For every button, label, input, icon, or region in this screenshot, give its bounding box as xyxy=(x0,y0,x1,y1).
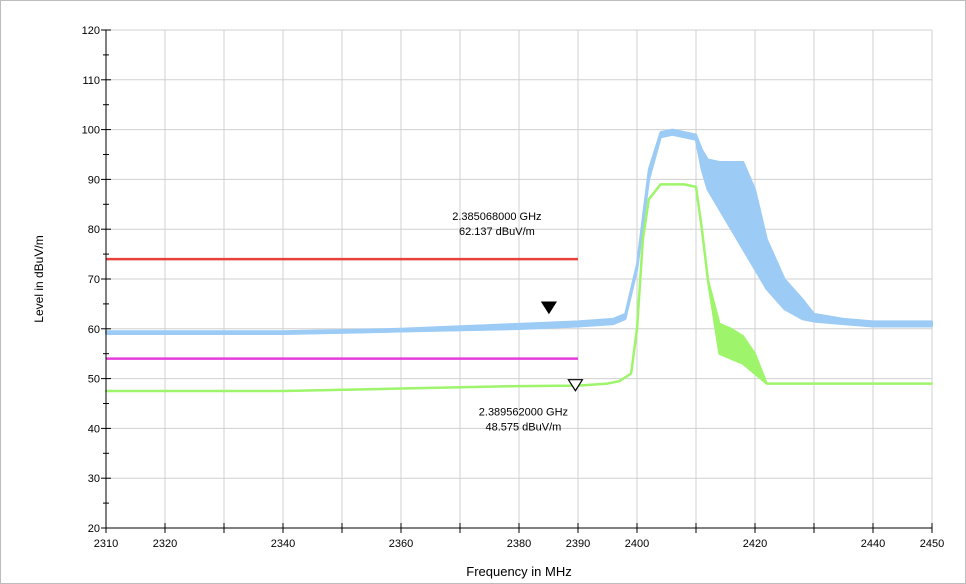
y-tick-label: 60 xyxy=(88,324,100,336)
y-tick-label: 50 xyxy=(88,374,100,386)
marker-1-frequency: 2.385068000 GHz xyxy=(452,211,541,223)
trace-2-line xyxy=(106,183,932,393)
marker-1-level: 62.137 dBuV/m xyxy=(459,226,535,238)
x-tick-label: 2450 xyxy=(920,538,944,550)
x-tick-label: 2360 xyxy=(389,538,413,550)
marker-2-frequency: 2.389562000 GHz xyxy=(479,407,568,419)
x-tick-label: 2380 xyxy=(507,538,531,550)
x-tick-label: 2340 xyxy=(271,538,295,550)
traces xyxy=(105,128,933,393)
marker-2-level: 48.575 dBuV/m xyxy=(485,422,561,434)
y-tick-label: 110 xyxy=(82,75,100,87)
axes: 20 30 40 50 60 70 80 90 100 110 120 2310 2320 2340 236… xyxy=(82,25,945,550)
marker-2-triangle xyxy=(567,379,584,392)
y-tick-label: 80 xyxy=(88,224,100,236)
x-axis-label: Frequency in MHz xyxy=(466,564,571,579)
y-axis-label: Level in dBuV/m xyxy=(32,235,46,322)
x-tick-label: 2440 xyxy=(861,538,885,550)
x-tick-label: 2420 xyxy=(743,538,767,550)
grid xyxy=(105,29,933,529)
y-tick-label: 20 xyxy=(88,523,100,535)
y-tick-label: 30 xyxy=(88,473,100,485)
y-tick-label: 90 xyxy=(88,174,100,186)
y-tick-label: 70 xyxy=(88,274,100,286)
y-tick-label: 100 xyxy=(82,125,100,137)
x-tick-label: 2400 xyxy=(625,538,649,550)
trace-1-line xyxy=(106,133,932,336)
markers: 2.385068000 GHz 62.137 dBuV/m 2.389562000 … xyxy=(452,211,584,434)
x-tick-label: 2310 xyxy=(94,538,118,550)
x-tick-label: 2320 xyxy=(153,538,177,550)
limit-lines xyxy=(106,257,578,360)
y-tick-label: 40 xyxy=(88,423,100,435)
y-tick-label: 120 xyxy=(82,25,100,37)
marker-1-triangle xyxy=(540,301,557,315)
x-tick-label: 2390 xyxy=(566,538,590,550)
